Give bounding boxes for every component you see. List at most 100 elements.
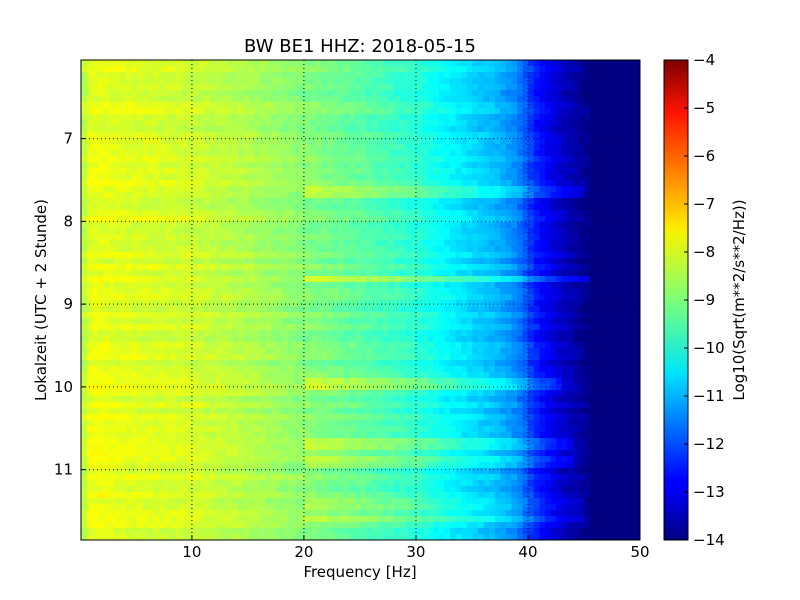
heatmap-cell — [494, 102, 501, 109]
heatmap-cell — [354, 60, 362, 67]
heatmap-cell — [511, 330, 518, 337]
heatmap-cell — [489, 222, 496, 229]
heatmap-cell — [561, 162, 568, 169]
heatmap-cell — [103, 324, 110, 331]
heatmap-cell — [103, 162, 110, 169]
heatmap-cell — [203, 324, 211, 331]
heatmap-cell — [187, 90, 194, 97]
heatmap-cell — [472, 354, 479, 361]
heatmap-cell — [326, 228, 334, 235]
heatmap-cell — [528, 258, 535, 265]
heatmap-cell — [203, 210, 211, 217]
heatmap-cell — [226, 120, 233, 127]
heatmap-cell — [198, 72, 205, 79]
heatmap-cell — [231, 228, 239, 235]
heatmap-cell — [136, 210, 144, 217]
heatmap-cell — [533, 240, 540, 247]
heatmap-cell — [326, 336, 334, 343]
heatmap-cell — [181, 66, 188, 73]
heatmap-cell — [410, 138, 417, 145]
heatmap-cell — [181, 96, 188, 103]
heatmap-cell — [304, 276, 311, 283]
heatmap-cell — [349, 216, 356, 223]
heatmap-cell — [444, 84, 451, 91]
heatmap-cell — [226, 132, 233, 139]
heatmap-cell — [394, 240, 401, 247]
heatmap-cell — [623, 66, 630, 73]
heatmap-cell — [97, 96, 104, 103]
heatmap-cell — [276, 276, 283, 283]
heatmap-cell — [259, 228, 267, 235]
heatmap-cell — [595, 240, 602, 247]
heatmap-cell — [528, 264, 535, 271]
heatmap-cell — [164, 156, 172, 163]
heatmap-cell — [287, 252, 295, 259]
heatmap-cell — [343, 234, 350, 241]
heatmap-cell — [578, 132, 585, 139]
heatmap-cell — [483, 186, 490, 193]
heatmap-cell — [131, 144, 138, 151]
heatmap-cell — [539, 192, 546, 199]
heatmap-cell — [600, 138, 608, 145]
heatmap-cell — [304, 72, 311, 79]
heatmap-cell — [187, 96, 194, 103]
heatmap-cell — [449, 168, 457, 175]
heatmap-cell — [572, 84, 580, 91]
heatmap-cell — [405, 114, 412, 121]
heatmap-cell — [231, 90, 239, 97]
heatmap-cell — [159, 300, 166, 307]
heatmap-cell — [282, 240, 289, 247]
heatmap-cell — [187, 174, 194, 181]
heatmap-cell — [148, 84, 155, 91]
heatmap-cell — [628, 192, 636, 199]
heatmap-cell — [382, 330, 390, 337]
heatmap-cell — [326, 174, 334, 181]
heatmap-cell — [433, 162, 440, 169]
heatmap-cell — [399, 150, 406, 157]
heatmap-cell — [399, 162, 406, 169]
heatmap-cell — [243, 258, 250, 265]
heatmap-cell — [505, 234, 513, 241]
heatmap-cell — [159, 162, 166, 169]
heatmap-cell — [81, 102, 88, 109]
heatmap-cell — [416, 204, 423, 211]
heatmap-cell — [315, 270, 322, 277]
heatmap-cell — [271, 216, 278, 223]
heatmap-cell — [354, 102, 362, 109]
heatmap-cell — [326, 264, 334, 271]
heatmap-cell — [360, 246, 367, 253]
heatmap-cell — [103, 306, 110, 313]
heatmap-cell — [203, 132, 211, 139]
heatmap-cell — [623, 234, 630, 241]
heatmap-cell — [595, 144, 602, 151]
heatmap-cell — [544, 330, 552, 337]
heatmap-cell — [181, 180, 188, 187]
heatmap-cell — [332, 294, 339, 301]
heatmap-cell — [366, 120, 373, 127]
heatmap-cell — [338, 270, 345, 277]
heatmap-cell — [472, 156, 479, 163]
heatmap-cell — [338, 216, 345, 223]
heatmap-cell — [187, 180, 194, 187]
heatmap-cell — [421, 342, 429, 349]
heatmap-cell — [282, 132, 289, 139]
heatmap-cell — [287, 306, 295, 313]
heatmap-cell — [477, 210, 485, 217]
heatmap-cell — [114, 324, 121, 331]
heatmap-cell — [198, 252, 205, 259]
heatmap-cell — [187, 246, 194, 253]
heatmap-cell — [220, 138, 227, 145]
heatmap-cell — [349, 210, 356, 217]
heatmap-cell — [315, 102, 322, 109]
heatmap-cell — [589, 186, 596, 193]
heatmap-cell — [259, 66, 267, 73]
heatmap-cell — [271, 306, 278, 313]
heatmap-cell — [595, 246, 602, 253]
heatmap-cell — [187, 318, 194, 325]
heatmap-cell — [326, 294, 334, 301]
heatmap-cell — [612, 162, 619, 169]
heatmap-cell — [433, 168, 440, 175]
heatmap-cell — [142, 150, 149, 157]
heatmap-cell — [315, 60, 322, 67]
heatmap-cell — [276, 186, 283, 193]
